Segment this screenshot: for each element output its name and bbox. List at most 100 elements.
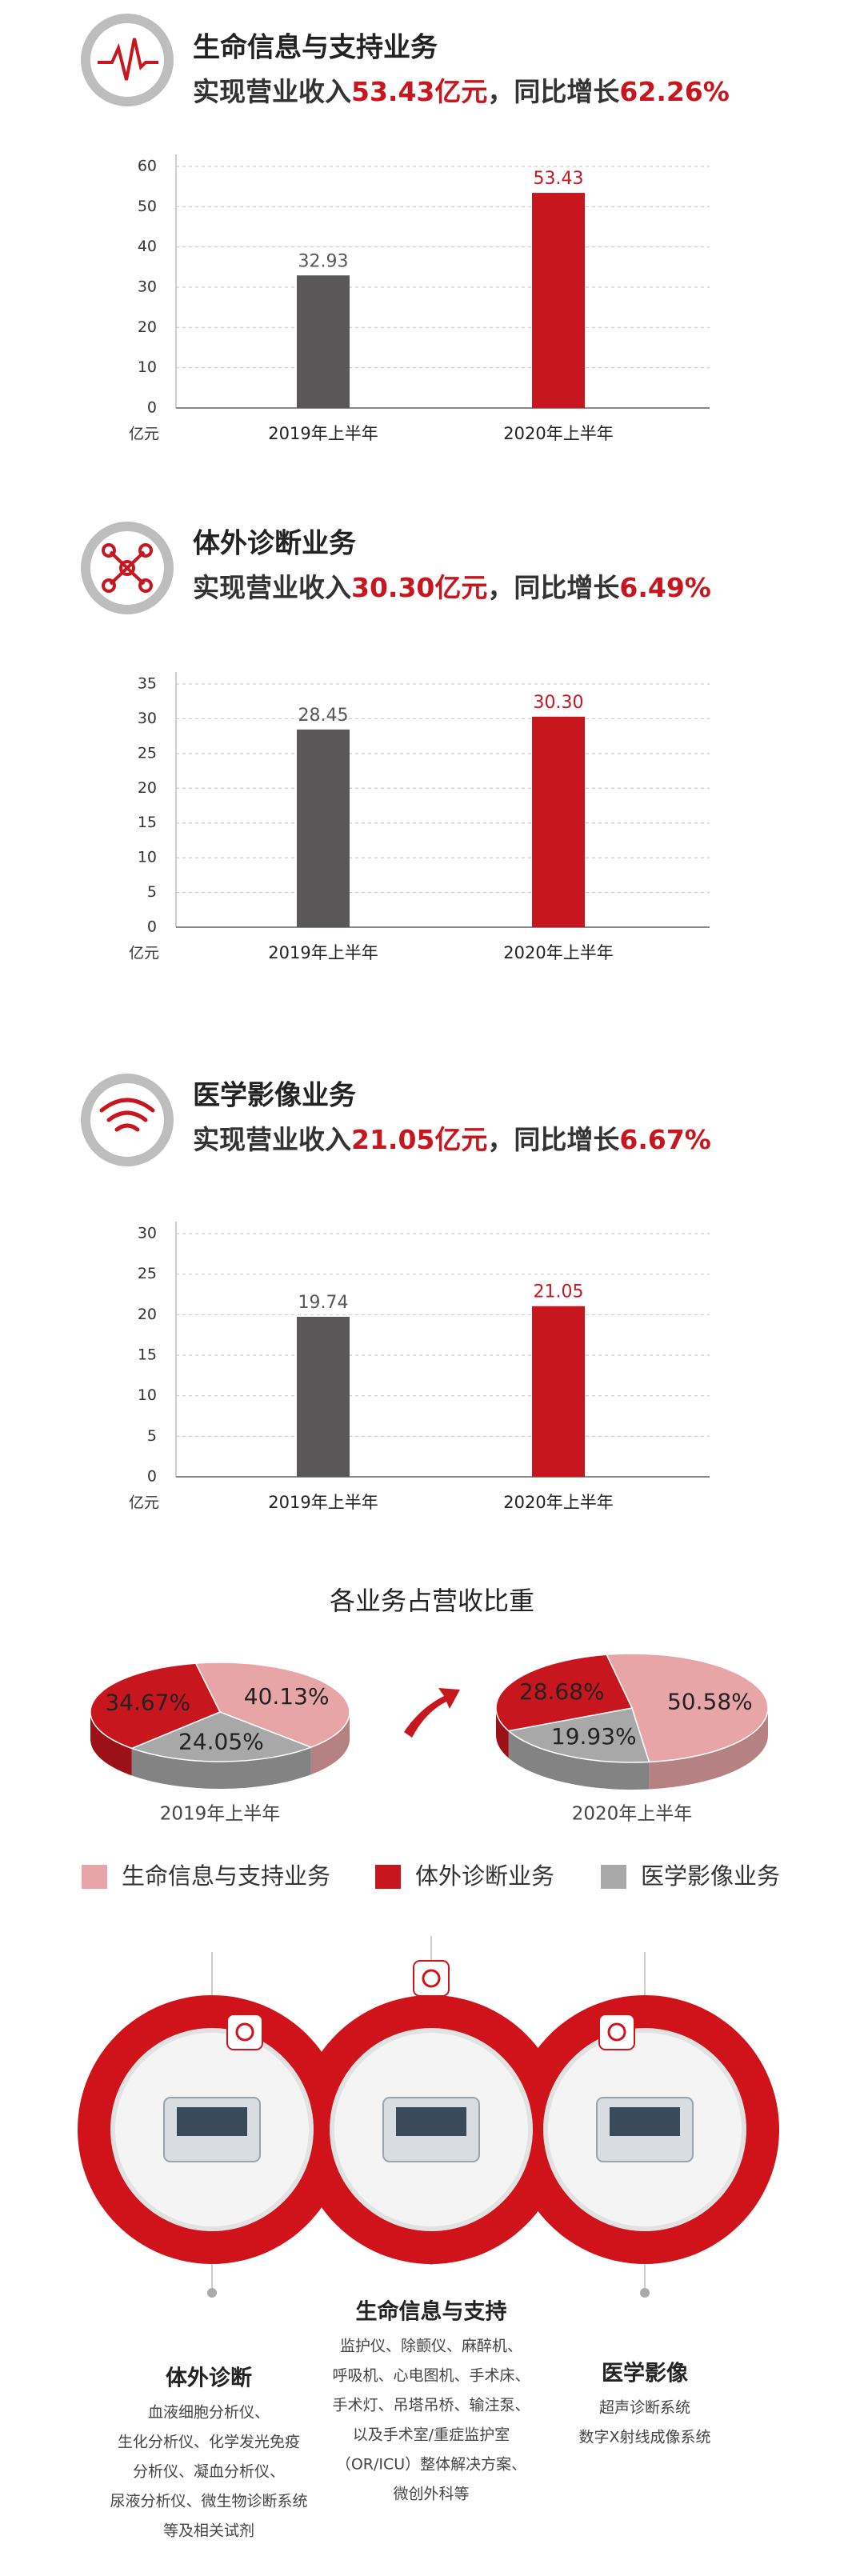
pie-side (90, 1712, 132, 1776)
legend-label: 医学影像业务 (641, 1862, 780, 1890)
y-unit: 亿元 (129, 1494, 159, 1512)
bar (297, 729, 350, 927)
y-unit: 亿元 (129, 945, 159, 962)
pie-side (508, 1730, 650, 1790)
value-label: 32.93 (298, 251, 349, 271)
legend-label: 生命信息与支持业务 (122, 1862, 330, 1890)
pie-slice (130, 1711, 313, 1762)
pie-side (310, 1712, 350, 1775)
subtitle-part: 实现营业收入 (193, 1124, 351, 1155)
badge-icon (607, 2022, 626, 2042)
device-screen (177, 2107, 247, 2136)
chart-title: 医学影像业务 (193, 1080, 356, 1112)
product-desc: （OR/ICU）整体解决方案、 (336, 2456, 526, 2474)
chart-subtitle: 实现营业收入30.30亿元，同比增长6.49% (193, 572, 711, 603)
pie-slice (605, 1653, 769, 1763)
y-tick-label: 0 (147, 1468, 157, 1486)
subtitle-part: 21.05亿元 (351, 1124, 487, 1155)
product-name: 医学影像 (602, 2361, 688, 2386)
y-tick-label: 30 (138, 278, 157, 296)
pie-label: 28.68% (519, 1678, 605, 1705)
pie-caption: 2020年上半年 (572, 1804, 693, 1825)
product-desc: 分析仪、凝血分析仪、 (133, 2463, 285, 2481)
pie-caption: 2019年上半年 (160, 1804, 281, 1825)
badge-icon (235, 2022, 254, 2042)
product-desc: 监护仪、除颤仪、麻醉机、 (340, 2338, 522, 2355)
value-label: 53.43 (534, 169, 584, 189)
pie-slice (495, 1654, 634, 1732)
pie-label: 19.93% (551, 1723, 637, 1750)
badge (413, 1960, 450, 1997)
subtitle-part: 6.49% (619, 572, 711, 603)
icon-wave (81, 1074, 174, 1166)
y-tick-label: 20 (138, 1306, 157, 1323)
bar (532, 1306, 585, 1477)
pie-label: 40.13% (244, 1683, 330, 1710)
y-tick-label: 0 (147, 918, 157, 936)
legend-swatch (601, 1865, 626, 1889)
y-tick-label: 40 (138, 238, 157, 255)
subtitle-part: 62.26% (619, 76, 729, 107)
section-title: 各业务占营收比重 (330, 1586, 534, 1616)
product-desc: 尿液分析仪、微生物诊断系统 (110, 2493, 307, 2510)
pie-slice (194, 1662, 350, 1748)
legend-label: 体外诊断业务 (415, 1862, 554, 1890)
product-desc: 超声诊断系统 (599, 2399, 690, 2417)
y-tick-label: 25 (138, 1265, 157, 1282)
x-tick-label: 2020年上半年 (503, 943, 613, 962)
y-tick-label: 30 (138, 1225, 157, 1242)
x-tick-label: 2019年上半年 (268, 943, 378, 962)
value-label: 21.05 (534, 1282, 584, 1302)
pie-label: 50.58% (667, 1688, 753, 1714)
pie-label: 34.67% (105, 1689, 190, 1715)
y-tick-label: 50 (138, 198, 157, 215)
badge-icon (422, 1969, 441, 1988)
bar (297, 275, 350, 408)
value-label: 30.30 (534, 693, 584, 713)
subtitle-part: 53.43亿元 (351, 76, 487, 107)
y-tick-label: 10 (138, 358, 157, 376)
y-tick-label: 35 (138, 675, 157, 693)
product-desc: 等及相关试剂 (163, 2522, 254, 2540)
x-tick-label: 2020年上半年 (503, 1493, 613, 1512)
product-desc: 数字X射线成像系统 (578, 2429, 710, 2446)
y-tick-label: 0 (147, 399, 157, 417)
legend-swatch (375, 1865, 401, 1889)
x-tick-label: 2019年上半年 (268, 1493, 378, 1512)
product-desc: 微创外科等 (393, 2486, 469, 2503)
y-tick-label: 10 (138, 849, 157, 866)
value-label: 28.45 (298, 706, 349, 726)
product-desc: 以及手术室/重症监护室 (353, 2426, 510, 2444)
product-desc: 血液细胞分析仪、 (148, 2404, 270, 2422)
subtitle-part: 30.30亿元 (351, 572, 487, 603)
icon-network (81, 522, 174, 614)
badge (226, 2014, 263, 2050)
pie-label: 24.05% (178, 1728, 264, 1754)
pie-slice (90, 1662, 222, 1750)
bar (297, 1316, 350, 1477)
connector-dot (640, 2288, 650, 2298)
product-desc: 呼吸机、心电图机、手术床、 (332, 2367, 530, 2385)
subtitle-part: ，同比增长 (487, 572, 619, 603)
product-name: 体外诊断 (166, 2366, 252, 2391)
subtitle-part: 6.67% (619, 1124, 711, 1155)
value-label: 19.74 (298, 1293, 349, 1313)
subtitle-part: ，同比增长 (487, 76, 619, 107)
y-tick-label: 5 (147, 1427, 157, 1445)
bar (532, 193, 585, 408)
device-screen (610, 2107, 680, 2136)
legend-swatch (82, 1865, 107, 1889)
x-tick-label: 2019年上半年 (268, 424, 378, 443)
chart-title: 体外诊断业务 (193, 528, 356, 560)
y-tick-label: 15 (138, 814, 157, 831)
y-tick-label: 20 (138, 318, 157, 336)
subtitle-part: 实现营业收入 (193, 572, 351, 603)
y-tick-label: 20 (138, 779, 157, 797)
chart-subtitle: 实现营业收入53.43亿元，同比增长62.26% (193, 76, 730, 107)
y-unit: 亿元 (129, 426, 159, 443)
bar (532, 716, 585, 927)
x-tick-label: 2020年上半年 (503, 424, 613, 443)
connector-dot (207, 2288, 217, 2298)
pie-slice (507, 1707, 650, 1763)
